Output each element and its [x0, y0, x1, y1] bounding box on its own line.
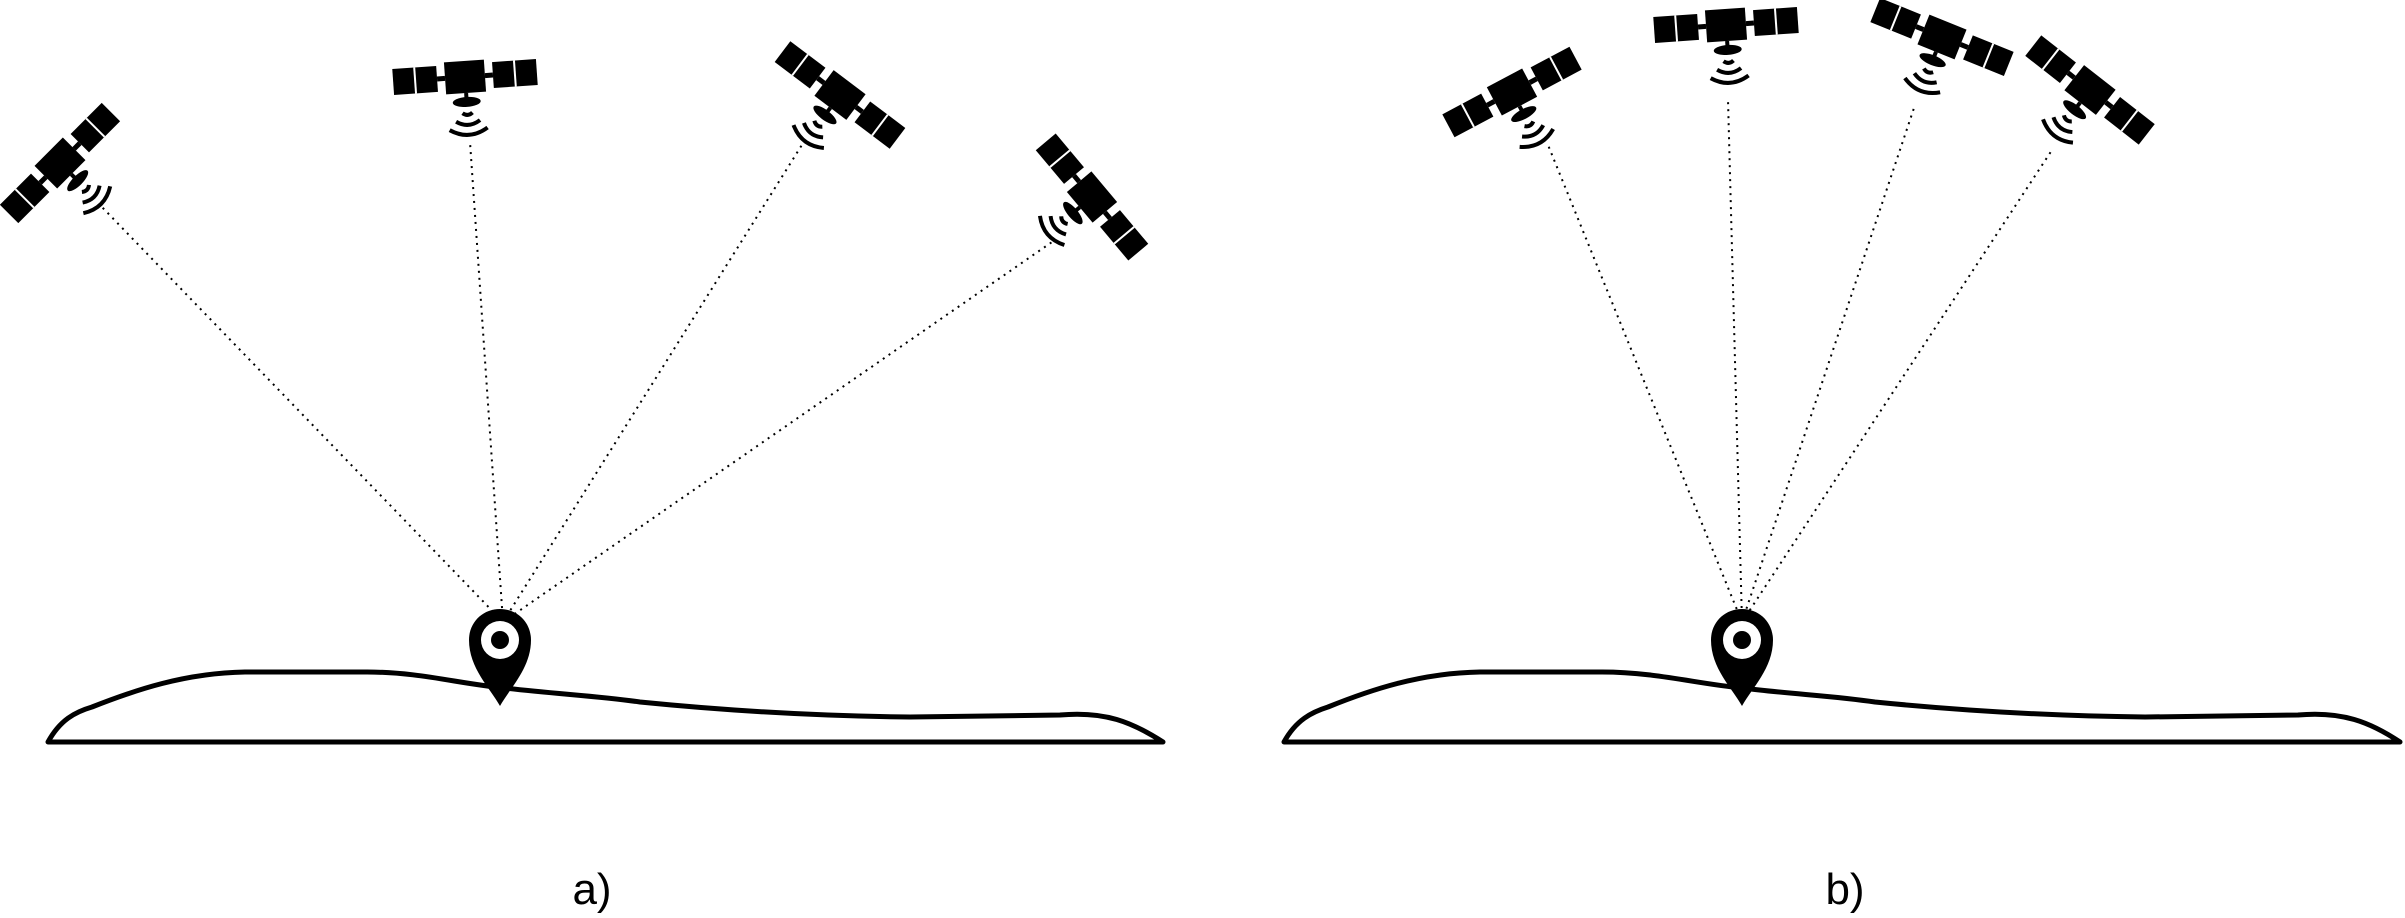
satellite-icon	[1653, 4, 1802, 88]
satellite-b-3	[1854, 0, 2015, 118]
satellite-icon	[0, 101, 152, 255]
satellite-b-2	[1653, 4, 1802, 88]
satellite-a-3	[748, 39, 908, 185]
satellite-b-1	[1441, 44, 1603, 177]
satellite-icon	[1998, 33, 2157, 180]
line-of-sight-b	[1547, 99, 2053, 623]
panel-a-caption: a)	[572, 865, 612, 914]
satellite-a-2	[392, 56, 541, 140]
panel-a	[0, 39, 1166, 745]
panel-b-caption: b)	[1825, 865, 1865, 914]
line-of-sight-a	[99, 139, 1053, 623]
satellite-icon	[748, 39, 908, 185]
ground-terrain-a	[45, 669, 1166, 745]
satellite-icon	[1441, 44, 1603, 177]
panel-b	[1281, 0, 2403, 745]
satellite-a-4	[1001, 132, 1150, 290]
ground-terrain-b	[1281, 669, 2403, 745]
satellite-icon	[1854, 0, 2015, 118]
satellite-icon	[1001, 132, 1150, 290]
satellite-b-4	[1998, 33, 2157, 180]
satellite-a-1	[0, 101, 152, 255]
satellite-icon	[392, 56, 541, 140]
